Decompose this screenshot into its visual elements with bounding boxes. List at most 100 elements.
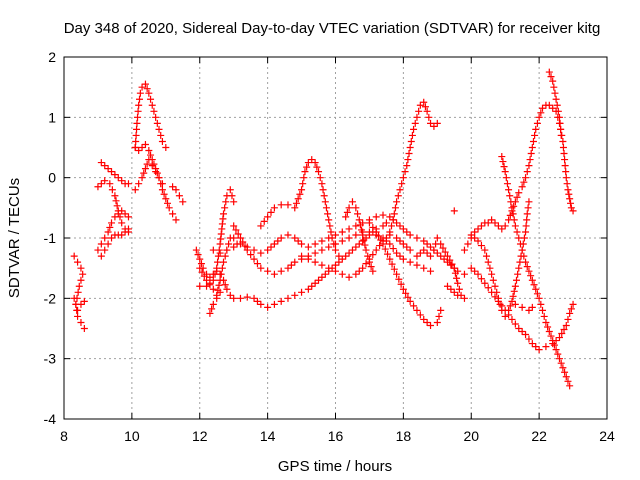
data-point-marker	[250, 246, 258, 254]
data-point-marker	[396, 222, 404, 230]
data-point-marker	[359, 231, 367, 239]
data-point-marker	[518, 303, 526, 311]
series-track-3	[94, 207, 132, 254]
data-point-marker	[264, 213, 272, 221]
data-point-marker	[455, 285, 463, 293]
data-point-marker	[567, 199, 575, 207]
data-point-marker	[118, 177, 126, 185]
data-point-marker	[551, 89, 559, 97]
data-point-marker	[460, 270, 468, 278]
data-point-marker	[106, 223, 114, 231]
data-point-marker	[169, 183, 177, 191]
data-point-marker	[131, 186, 139, 194]
data-point-marker	[203, 282, 211, 290]
data-point-marker	[447, 261, 455, 269]
data-point-marker	[284, 231, 292, 239]
data-point-marker	[486, 264, 494, 272]
data-point-marker	[535, 346, 543, 354]
data-point-marker	[359, 237, 367, 245]
data-point-marker	[562, 174, 570, 182]
data-point-marker	[509, 210, 517, 218]
data-point-marker	[264, 303, 272, 311]
data-point-marker	[355, 267, 363, 275]
data-point-marker	[553, 101, 561, 109]
data-point-marker	[413, 113, 421, 121]
data-point-marker	[361, 241, 369, 249]
data-point-marker	[561, 156, 569, 164]
data-point-marker	[369, 223, 377, 231]
data-point-marker	[386, 240, 394, 248]
data-point-marker	[483, 252, 491, 260]
data-point-marker	[147, 151, 155, 159]
data-point-marker	[494, 294, 502, 302]
data-point-marker	[441, 248, 449, 256]
data-point-marker	[500, 163, 508, 171]
data-point-marker	[531, 131, 539, 139]
data-point-marker	[335, 252, 343, 260]
data-point-marker	[559, 364, 567, 372]
data-point-marker	[513, 276, 520, 284]
data-point-marker	[433, 119, 441, 127]
x-tick-label-18: 18	[396, 428, 412, 444]
data-point-marker	[510, 216, 518, 224]
data-point-marker	[511, 222, 519, 230]
data-series	[70, 68, 577, 390]
data-point-marker	[216, 288, 224, 296]
data-point-marker	[332, 231, 339, 239]
data-point-marker	[393, 219, 401, 227]
x-tick-label-12: 12	[192, 428, 208, 444]
data-point-marker	[491, 219, 499, 227]
data-point-marker	[393, 270, 401, 278]
data-point-marker	[514, 270, 522, 278]
data-point-marker	[387, 222, 395, 230]
data-point-marker	[352, 204, 360, 212]
data-point-marker	[542, 343, 550, 351]
data-point-marker	[423, 318, 431, 326]
data-point-marker	[399, 174, 407, 182]
data-point-marker	[239, 238, 247, 246]
y-tick-label-2: 2	[48, 49, 56, 65]
data-point-marker	[448, 260, 456, 268]
data-point-marker	[260, 217, 268, 225]
data-point-marker	[326, 222, 334, 230]
data-point-marker	[308, 156, 316, 164]
data-point-marker	[496, 300, 504, 308]
x-tick-label-10: 10	[124, 428, 140, 444]
data-point-marker	[399, 240, 407, 248]
data-point-marker	[537, 109, 545, 117]
data-point-marker	[484, 219, 492, 227]
data-point-marker	[563, 180, 571, 188]
data-point-marker	[433, 234, 441, 242]
data-point-marker	[134, 107, 142, 115]
data-point-marker	[389, 245, 397, 253]
series-track-9	[131, 156, 166, 194]
data-point-marker	[308, 282, 316, 290]
data-point-marker	[214, 258, 222, 266]
data-point-marker	[523, 216, 531, 224]
data-point-marker	[488, 270, 496, 278]
data-point-marker	[423, 240, 431, 248]
data-point-marker	[106, 180, 114, 188]
data-point-marker	[425, 113, 433, 121]
data-point-marker	[443, 282, 451, 290]
data-point-marker	[77, 318, 85, 326]
data-point-marker	[257, 249, 265, 257]
data-point-marker	[362, 260, 370, 268]
data-point-marker	[439, 244, 447, 252]
series-track-26	[545, 68, 565, 139]
data-point-marker	[338, 255, 346, 263]
data-point-marker	[194, 251, 202, 259]
data-point-marker	[165, 204, 173, 212]
data-point-marker	[413, 306, 421, 314]
data-point-marker	[133, 119, 141, 127]
data-point-marker	[316, 174, 324, 182]
data-point-marker	[511, 320, 519, 328]
data-point-marker	[108, 186, 116, 194]
data-point-marker	[516, 240, 524, 248]
data-point-marker	[467, 264, 475, 272]
data-point-marker	[291, 234, 299, 242]
data-point-marker	[124, 180, 132, 188]
data-point-marker	[427, 321, 435, 329]
data-point-marker	[416, 311, 424, 319]
x-tick-label-22: 22	[531, 428, 547, 444]
